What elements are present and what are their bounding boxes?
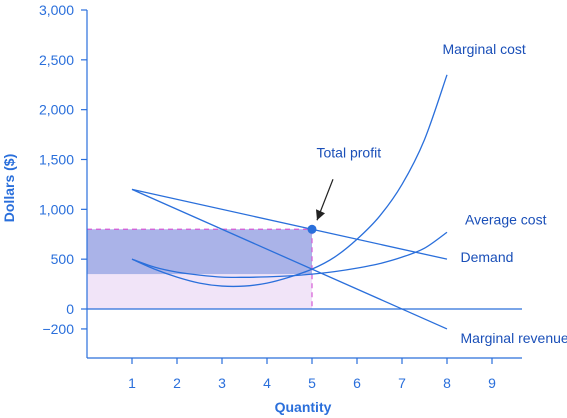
profit-area bbox=[87, 228, 313, 309]
x-tick-label: 2 bbox=[173, 375, 181, 391]
x-tick-label: 9 bbox=[488, 375, 496, 391]
x-tick-label: 5 bbox=[308, 375, 316, 391]
x-tick-label: 3 bbox=[218, 375, 226, 391]
demand-curve bbox=[131, 188, 448, 260]
x-tick-label: 6 bbox=[353, 375, 361, 391]
y-tick-label: 2,000 bbox=[39, 102, 74, 118]
total-profit-label: Total profit bbox=[317, 145, 382, 161]
average-cost-label: Average cost bbox=[465, 211, 547, 227]
total-profit-point bbox=[307, 224, 317, 234]
x-tick-label: 4 bbox=[263, 375, 271, 391]
y-tick-label: 0 bbox=[66, 301, 74, 317]
marginal-cost-curve bbox=[131, 74, 448, 288]
total-profit-arrowhead bbox=[316, 209, 325, 221]
y-tick-label: 500 bbox=[51, 251, 75, 267]
x-tick-label: 1 bbox=[128, 375, 136, 391]
x-axis-title: Quantity bbox=[275, 399, 332, 415]
demand-label: Demand bbox=[461, 249, 514, 265]
total-cost-area bbox=[87, 274, 312, 309]
labels: Marginal cost Average cost Demand Marginal … bbox=[307, 41, 567, 346]
y-tick-label: 1,500 bbox=[39, 152, 74, 168]
marginal-revenue-label: Marginal revenue bbox=[461, 330, 567, 346]
y-tick-label: −200 bbox=[42, 321, 74, 337]
total-profit-area bbox=[87, 229, 312, 275]
y-axis-title: Dollars ($) bbox=[1, 154, 17, 222]
y-tick-label: 2,500 bbox=[39, 52, 74, 68]
y-tick-label: 3,000 bbox=[39, 2, 74, 18]
curves bbox=[131, 74, 448, 330]
average-cost-curve bbox=[131, 231, 448, 279]
x-tick-label: 7 bbox=[398, 375, 406, 391]
y-tick-label: 1,000 bbox=[39, 201, 74, 217]
marginal-cost-label: Marginal cost bbox=[443, 41, 526, 57]
marginal-revenue-curve bbox=[131, 188, 448, 330]
axes: −200 0 500 1,000 1,500 2,000 2,500 3,000 1 2 3 4 5 6 7… bbox=[39, 2, 522, 391]
x-tick-label: 8 bbox=[443, 375, 451, 391]
